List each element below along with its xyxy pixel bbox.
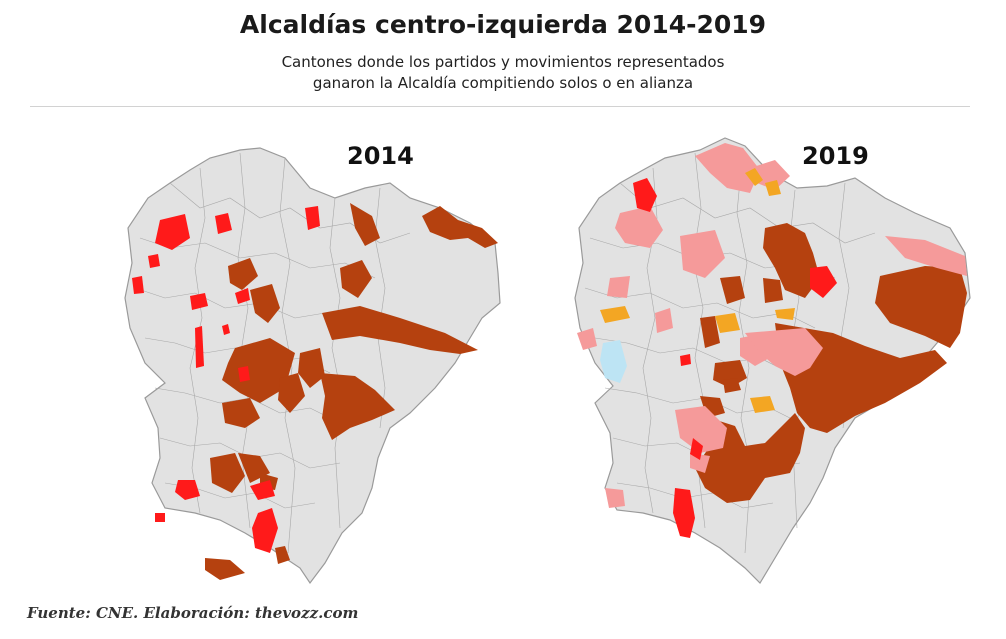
header-divider: [30, 106, 970, 107]
cantons-light-blue-2019: [600, 340, 627, 383]
map-year-label-2019: 2019: [802, 142, 869, 170]
cantons-pink-2019: [577, 143, 967, 508]
subtitle-line-1: Cantones donde los partidos y movimiento…: [281, 53, 725, 71]
map-year-label-2014: 2014: [347, 142, 414, 170]
chart-subtitle: Cantones donde los partidos y movimiento…: [0, 52, 1006, 94]
cantons-yellow-2019: [600, 168, 795, 413]
chart-title: Alcaldías centro-izquierda 2014-2019: [239, 10, 767, 39]
source-credit: Fuente: CNE. Elaboración: thevozz.com: [27, 604, 359, 622]
subtitle-line-2: ganaron la Alcaldía compitiendo solos o …: [312, 74, 694, 92]
cantons-dark-orange-2014: [205, 203, 498, 580]
map-2019: [574, 137, 971, 584]
map-2014: [124, 147, 501, 585]
cantons-red-2014: [132, 206, 320, 553]
cantons-red-2019: [633, 178, 837, 538]
